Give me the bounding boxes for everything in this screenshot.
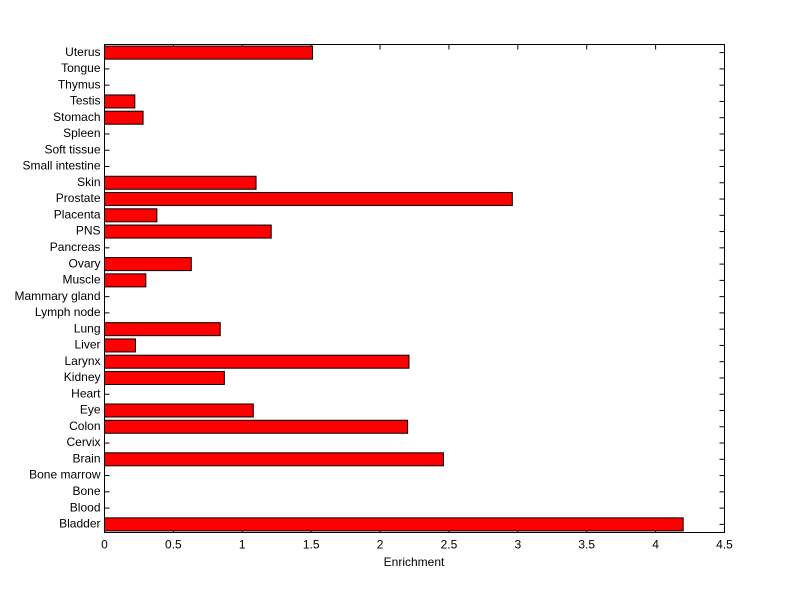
plot-area (104, 44, 725, 533)
bar (104, 208, 158, 223)
y-tick-label: Prostate (56, 191, 101, 205)
y-tick-label: Muscle (62, 273, 100, 287)
bar (104, 322, 221, 337)
x-tick-label: 1 (239, 538, 246, 552)
x-tick-label: 3.5 (578, 538, 595, 552)
y-tick-label: Lymph node (35, 305, 101, 319)
y-tick-label: Spleen (63, 126, 100, 140)
bar (104, 452, 444, 467)
y-tick-label: Skin (77, 175, 100, 189)
x-tick-label: 1.5 (303, 538, 320, 552)
y-tick-label: Soft tissue (44, 142, 100, 156)
x-tick-label: 0 (101, 538, 108, 552)
x-axis-label: Enrichment (384, 555, 445, 569)
y-tick-label: Bone (72, 484, 100, 498)
x-tick-label: 2.5 (441, 538, 458, 552)
y-tick-label: Small intestine (22, 159, 100, 173)
bar (104, 403, 254, 418)
y-tick-label: Stomach (53, 110, 100, 124)
bar (104, 370, 225, 385)
bar (104, 338, 136, 353)
y-tick-label: Colon (69, 419, 100, 433)
y-tick-label: Uterus (65, 45, 100, 59)
y-tick-label: Ovary (68, 256, 100, 270)
y-tick-label: Tongue (61, 61, 101, 75)
bar (104, 175, 257, 190)
x-tick-label: 4 (652, 538, 659, 552)
x-tick-label: 0.5 (165, 538, 182, 552)
x-tick-label: 2 (377, 538, 384, 552)
y-tick-label: Testis (70, 94, 101, 108)
y-tick-label: Eye (80, 403, 101, 417)
y-tick-label: Liver (74, 338, 100, 352)
bar (104, 257, 192, 272)
y-tick-label: Larynx (64, 354, 100, 368)
y-tick-label: Bladder (59, 517, 100, 531)
bar (104, 273, 147, 288)
bar (104, 354, 410, 369)
y-tick-label: Cervix (66, 435, 100, 449)
y-tick-label: Blood (70, 500, 101, 514)
y-tick-label: Kidney (64, 370, 101, 384)
y-tick-label: Placenta (54, 207, 101, 221)
x-tick-label: 3 (514, 538, 521, 552)
y-tick-label: Thymus (58, 77, 101, 91)
bar (104, 517, 684, 532)
bar (104, 192, 513, 207)
y-tick-label: Bone marrow (29, 468, 101, 482)
bar (104, 110, 144, 125)
bar (104, 419, 409, 434)
y-tick-label: Brain (72, 451, 100, 465)
y-tick-label: Pancreas (50, 240, 101, 254)
y-tick-label: Lung (74, 321, 101, 335)
bar (104, 45, 314, 60)
y-tick-label: PNS (76, 224, 101, 238)
bar (104, 224, 272, 239)
bar (104, 94, 136, 109)
y-tick-label: Heart (71, 386, 101, 400)
x-tick-label: 4.5 (716, 538, 733, 552)
y-tick-label: Mammary gland (14, 289, 100, 303)
